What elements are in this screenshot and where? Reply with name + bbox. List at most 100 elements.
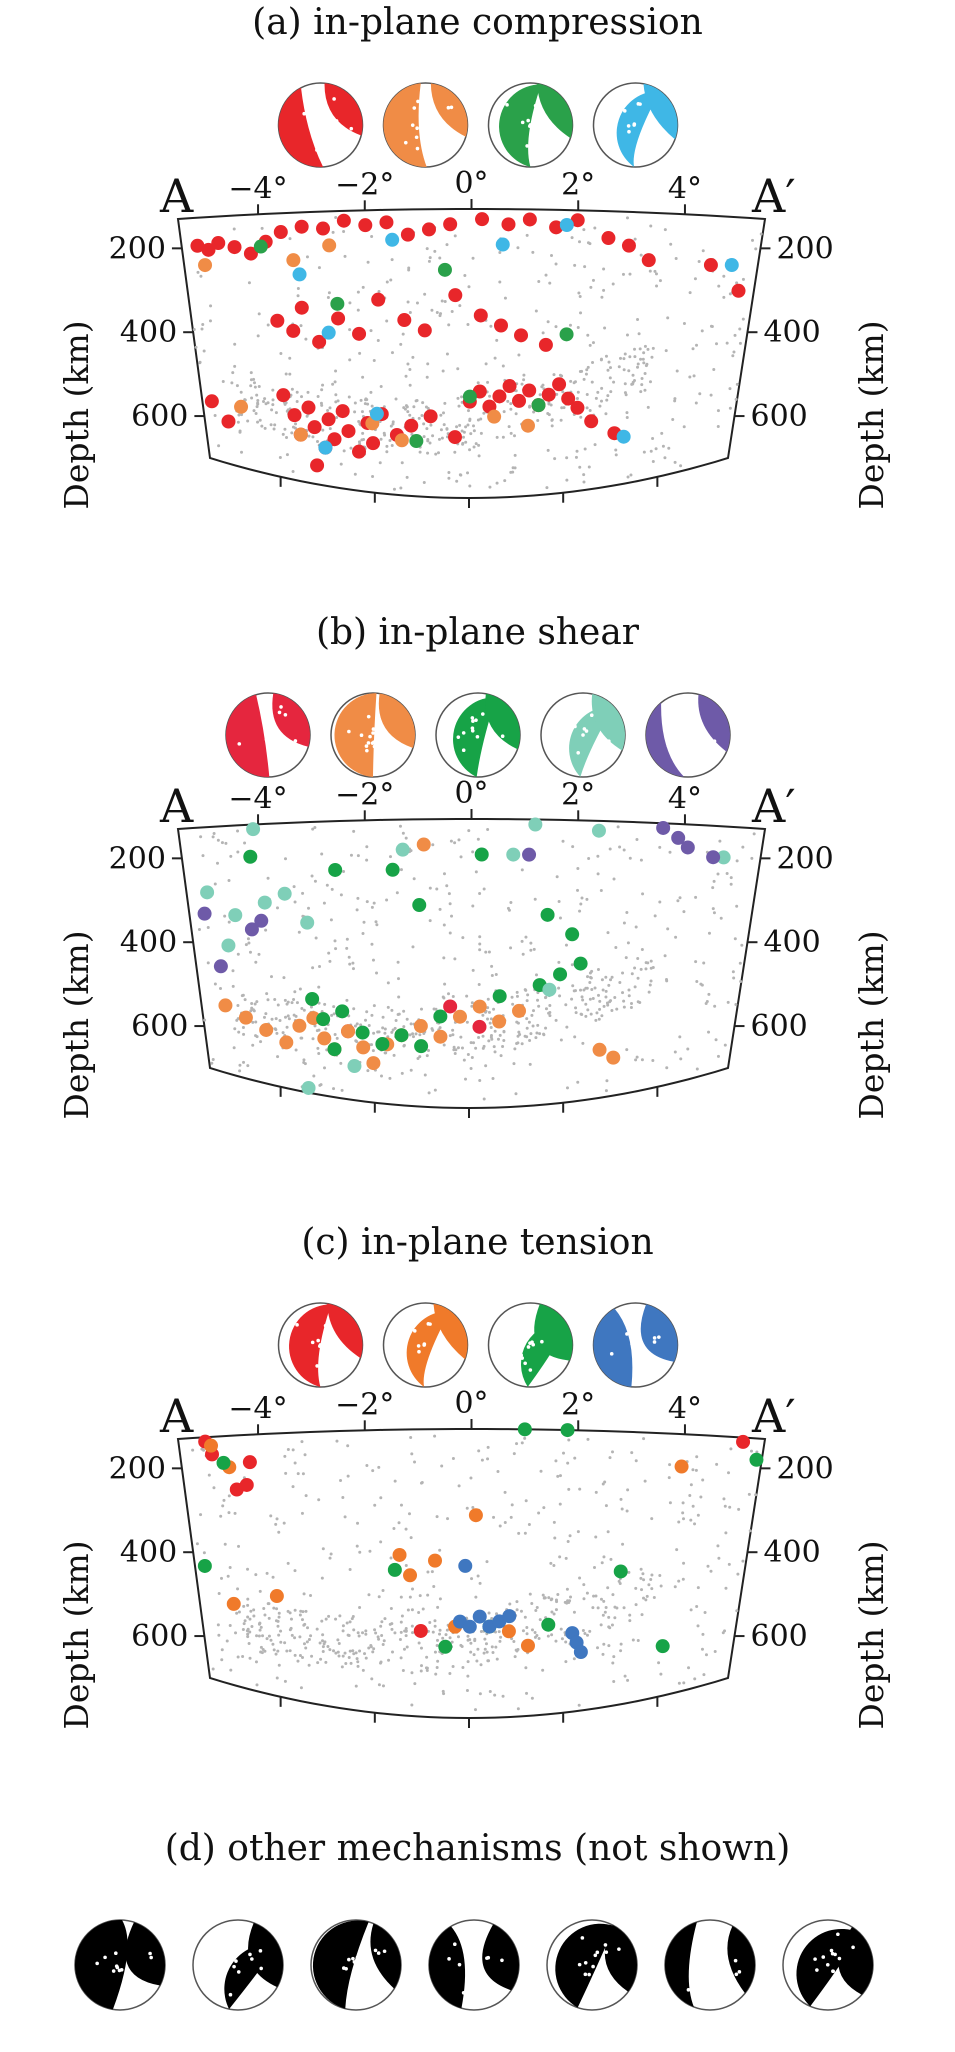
background-event — [694, 960, 698, 964]
background-event — [610, 1008, 614, 1012]
event-point — [201, 242, 216, 257]
background-event — [321, 428, 325, 432]
background-event — [299, 1686, 303, 1690]
background-event — [524, 1499, 528, 1503]
background-event — [448, 902, 452, 906]
background-event — [313, 879, 317, 883]
x-tick-label: 4° — [668, 171, 702, 206]
background-event — [266, 323, 270, 327]
background-event — [512, 1639, 516, 1643]
event-point — [468, 1508, 483, 1523]
background-event — [593, 443, 597, 447]
background-event — [651, 436, 655, 440]
event-point — [570, 213, 585, 228]
background-event — [622, 999, 626, 1003]
background-event — [494, 1645, 498, 1649]
background-event — [269, 975, 273, 979]
background-event — [386, 1005, 390, 1009]
background-event — [673, 399, 677, 403]
background-event — [525, 1017, 529, 1021]
background-event — [628, 856, 632, 860]
background-event — [466, 1660, 470, 1664]
background-event — [399, 486, 403, 490]
background-event — [665, 977, 669, 981]
background-event — [370, 234, 374, 238]
y-tick-label: 600 — [750, 1619, 807, 1654]
background-event — [442, 956, 446, 960]
background-event — [300, 1618, 304, 1622]
background-event — [634, 925, 638, 929]
background-event — [544, 1007, 548, 1011]
background-event — [309, 1634, 313, 1638]
background-event — [402, 1647, 406, 1651]
background-event — [402, 406, 406, 410]
background-event — [230, 381, 234, 385]
background-event — [649, 959, 653, 963]
background-event — [262, 1015, 266, 1019]
x-tick-label: −2° — [335, 167, 394, 202]
panel-c-mechanism-row — [277, 1302, 679, 1388]
background-event — [583, 447, 587, 451]
background-event — [482, 1044, 486, 1048]
event-point — [674, 1459, 689, 1474]
background-event — [582, 1597, 586, 1601]
background-event — [371, 1650, 375, 1654]
background-event — [561, 839, 565, 843]
event-point — [731, 283, 746, 298]
background-event — [379, 1496, 383, 1500]
background-event — [383, 1027, 387, 1031]
background-event — [484, 1064, 488, 1068]
background-event — [487, 950, 491, 954]
background-event — [422, 481, 426, 485]
event-point — [501, 217, 516, 232]
event-point — [448, 288, 463, 303]
background-event — [547, 1596, 551, 1600]
background-event — [355, 1040, 359, 1044]
background-event — [749, 1449, 753, 1453]
background-event — [619, 1497, 623, 1501]
background-event — [621, 1542, 625, 1546]
background-event — [301, 1472, 305, 1476]
background-event — [426, 451, 430, 455]
background-event — [584, 372, 588, 376]
background-event — [391, 422, 395, 426]
mechanism-beachball — [435, 692, 521, 778]
event-point — [358, 218, 373, 233]
background-event — [372, 359, 376, 363]
background-event — [299, 1036, 303, 1040]
panel-b-mechanism-row — [225, 692, 731, 778]
background-event — [409, 1068, 413, 1072]
background-event — [457, 838, 461, 842]
panel-a-mechanism-row — [277, 82, 679, 168]
background-event — [468, 1638, 472, 1642]
mechanism-beachball — [277, 1302, 364, 1388]
background-event — [327, 951, 331, 955]
background-event — [219, 1576, 223, 1580]
background-event — [531, 250, 535, 254]
background-event — [465, 994, 469, 998]
background-event — [267, 1602, 271, 1606]
background-event — [356, 1631, 360, 1635]
background-event — [228, 1565, 232, 1569]
background-event — [477, 1035, 481, 1039]
background-event — [560, 1637, 564, 1641]
background-event — [274, 411, 278, 415]
background-event — [649, 979, 653, 983]
background-event — [581, 1629, 585, 1633]
background-event — [596, 1606, 600, 1610]
background-event — [543, 1596, 547, 1600]
background-event — [408, 311, 412, 315]
background-event — [324, 1617, 328, 1621]
background-event — [536, 419, 540, 423]
background-event — [429, 423, 433, 427]
background-event — [318, 1083, 322, 1087]
background-event — [363, 1652, 367, 1656]
background-event — [262, 1606, 266, 1610]
background-event — [740, 943, 744, 947]
background-event — [227, 1494, 231, 1498]
background-event — [636, 1639, 640, 1643]
background-event — [359, 398, 363, 402]
background-event — [468, 484, 472, 488]
background-event — [488, 1690, 492, 1694]
